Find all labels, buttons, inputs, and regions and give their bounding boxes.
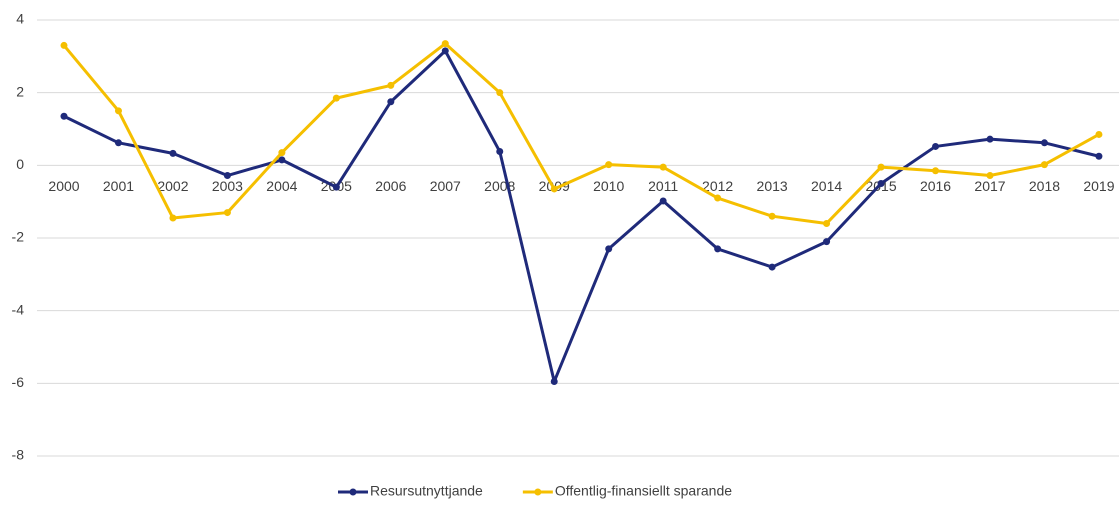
point (714, 194, 722, 202)
legend-label: Resursutnyttjande (370, 483, 483, 499)
x-tick-label: 2003 (212, 178, 243, 194)
point (550, 378, 558, 386)
y-tick-label: 0 (16, 156, 24, 172)
point (659, 163, 667, 171)
y-tick-label: -8 (12, 447, 25, 463)
point (823, 219, 831, 227)
point (223, 209, 231, 217)
legend-marker (534, 488, 542, 496)
x-tick-label: 2019 (1083, 178, 1114, 194)
point (659, 197, 667, 205)
y-tick-label: 4 (16, 11, 24, 27)
x-tick-label: 2000 (48, 178, 79, 194)
point (823, 238, 831, 246)
y-tick-label: 2 (16, 83, 24, 99)
point (169, 149, 177, 157)
point (768, 263, 776, 271)
point (1095, 152, 1103, 160)
point (332, 183, 340, 191)
point (1040, 139, 1048, 147)
x-tick-label: 2004 (266, 178, 297, 194)
point (1040, 161, 1048, 169)
series-line (62, 42, 1100, 225)
point (278, 156, 286, 164)
x-tick-label: 2018 (1029, 178, 1060, 194)
series-line (63, 49, 1100, 384)
point (387, 98, 395, 106)
y-tick-label: -6 (12, 374, 25, 390)
point (60, 112, 68, 120)
y-tick-label: -4 (12, 301, 25, 317)
point (714, 245, 722, 253)
point (986, 172, 994, 180)
point (605, 161, 613, 169)
point (60, 41, 68, 49)
point (496, 89, 504, 97)
point (441, 47, 449, 55)
x-tick-label: 2014 (811, 178, 842, 194)
x-tick-label: 2008 (484, 178, 515, 194)
point (550, 185, 558, 193)
point (387, 81, 395, 89)
x-tick-label: 2010 (593, 178, 624, 194)
point (114, 139, 122, 147)
x-tick-label: 2007 (430, 178, 461, 194)
point (169, 214, 177, 222)
x-tick-label: 2011 (648, 178, 678, 194)
point (332, 94, 340, 102)
point (877, 163, 885, 171)
legend-label: Offentlig-finansiellt sparande (555, 483, 732, 499)
x-tick-label: 2002 (157, 178, 188, 194)
point (496, 148, 504, 156)
point (1095, 130, 1103, 138)
x-tick-label: 2001 (103, 178, 134, 194)
point (223, 172, 231, 180)
point (768, 212, 776, 220)
point (932, 167, 940, 175)
x-tick-label: 2012 (702, 178, 733, 194)
point (986, 135, 994, 143)
point (278, 149, 286, 157)
point (114, 107, 122, 115)
y-tick-label: -2 (12, 229, 25, 245)
point (932, 142, 940, 150)
point (605, 245, 613, 253)
x-tick-label: 2006 (375, 178, 406, 194)
x-tick-label: 2016 (920, 178, 951, 194)
x-tick-label: 2017 (974, 178, 1005, 194)
point (441, 40, 449, 48)
legend-marker (349, 488, 357, 496)
x-tick-label: 2013 (757, 178, 788, 194)
point (877, 180, 885, 187)
legend: Resursutnyttjande Offentlig-finansiellt s… (338, 483, 732, 499)
